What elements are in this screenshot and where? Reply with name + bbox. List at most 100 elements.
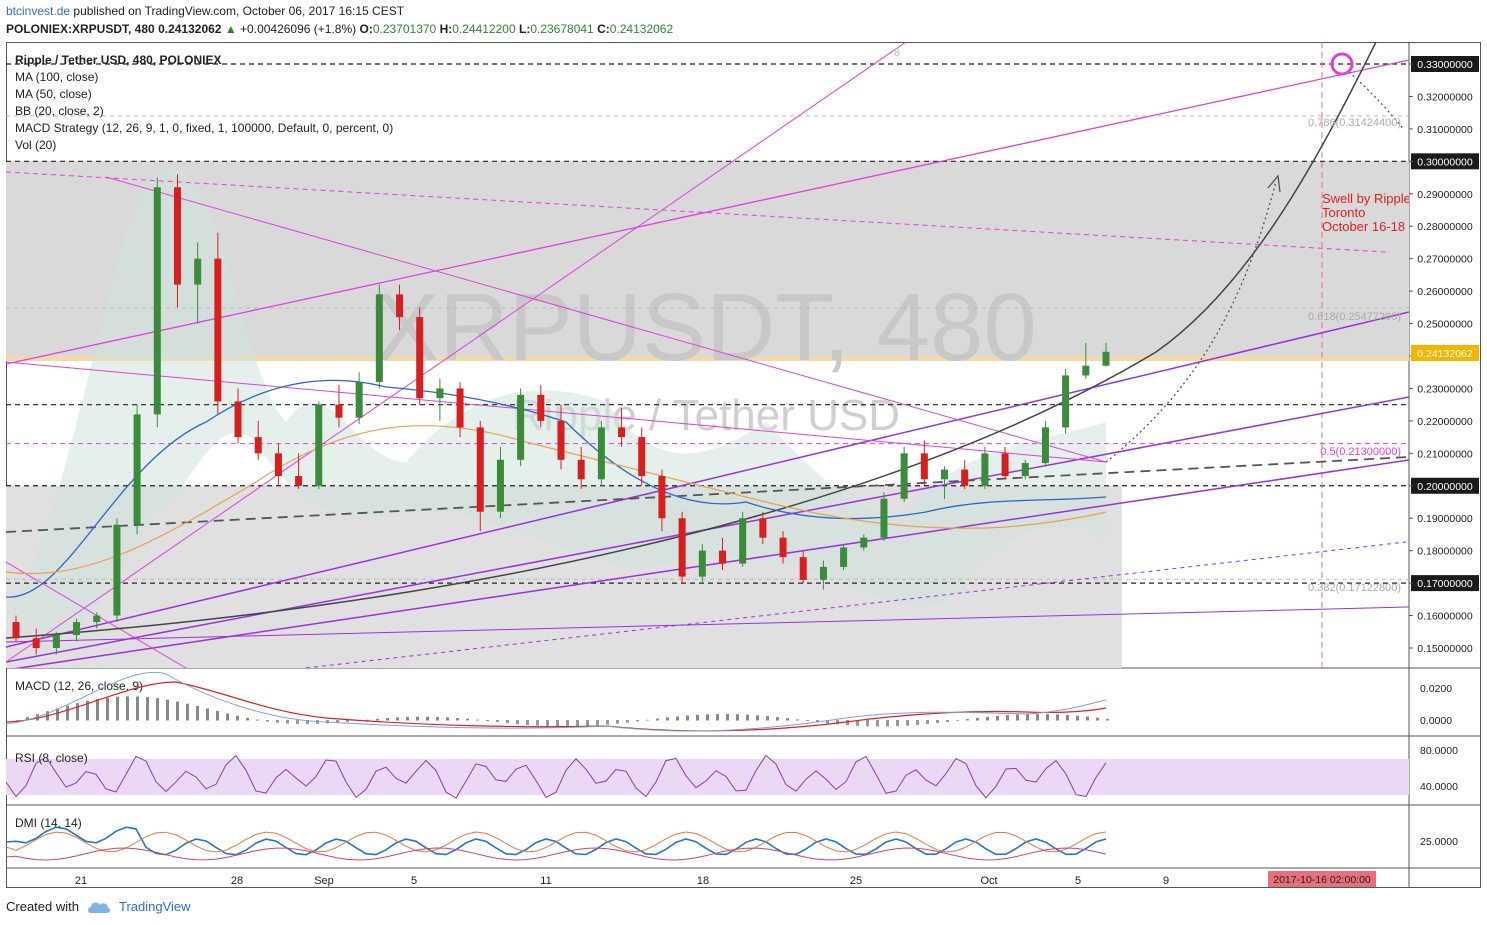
pane-label[interactable]: DMI (14, 14)	[15, 816, 82, 830]
candle[interactable]	[355, 372, 363, 425]
candle[interactable]	[739, 511, 747, 567]
candle-body	[698, 550, 706, 577]
candle[interactable]	[900, 446, 908, 502]
macd-histogram-bar	[996, 715, 999, 721]
candle[interactable]	[819, 560, 827, 590]
macd-histogram-bar	[726, 714, 729, 721]
legend-item[interactable]: BB (20, close, 2)	[15, 104, 104, 118]
candle[interactable]	[173, 174, 181, 308]
descending-trend-line	[105, 176, 1107, 463]
candle[interactable]	[1001, 446, 1009, 480]
candle[interactable]	[880, 492, 888, 541]
candle[interactable]	[577, 446, 585, 490]
pane-label[interactable]: MACD (12, 26, close, 9)	[15, 679, 143, 693]
macd-histogram-bar	[596, 720, 599, 726]
candle[interactable]	[153, 177, 161, 428]
event-title: Swell by Ripple	[1322, 191, 1411, 206]
candle[interactable]	[254, 420, 262, 460]
candle[interactable]	[1062, 368, 1070, 434]
candle[interactable]	[315, 401, 323, 490]
macd-histogram-bar	[866, 720, 869, 727]
macd-histogram-bar	[236, 715, 239, 721]
candle[interactable]	[920, 440, 928, 486]
candle[interactable]	[396, 284, 404, 331]
candle[interactable]	[234, 388, 242, 444]
candle[interactable]	[436, 378, 444, 421]
candle[interactable]	[214, 232, 222, 415]
pane-label[interactable]: RSI (8, close)	[15, 751, 88, 765]
candle[interactable]	[597, 420, 605, 486]
candle[interactable]	[274, 443, 282, 486]
candle[interactable]	[941, 466, 949, 499]
legend-item[interactable]: MA (50, close)	[15, 87, 92, 101]
macd-histogram-bar	[486, 720, 489, 722]
publisher-name[interactable]: btcinvest.de	[6, 4, 71, 18]
candle[interactable]	[618, 407, 626, 447]
candle[interactable]	[456, 381, 464, 438]
current-price-label: 0.24132062	[1417, 348, 1473, 360]
macd-histogram-bar	[16, 720, 19, 721]
legend-item[interactable]: MA (100, close)	[15, 70, 98, 84]
candle[interactable]	[658, 469, 666, 532]
price-chart[interactable]: XRPUSDT, 480 Ripple / Tether USD Ripple …	[5, 42, 1481, 888]
candle[interactable]	[73, 618, 81, 642]
macd-histogram-bar	[26, 717, 29, 721]
candle[interactable]	[416, 307, 424, 405]
legend-item[interactable]: Vol (20)	[15, 138, 56, 152]
candle[interactable]	[779, 531, 787, 564]
symbol-label: POLONIEX:XRPUSDT, 480	[6, 22, 155, 36]
candle[interactable]	[840, 544, 848, 571]
macd-histogram-bar	[626, 720, 629, 723]
candle[interactable]	[718, 537, 726, 571]
candle-body	[456, 388, 464, 428]
macd-histogram-bar	[1106, 718, 1109, 721]
candle[interactable]	[335, 385, 343, 428]
candle[interactable]	[517, 388, 525, 467]
candle[interactable]	[537, 385, 545, 428]
candle[interactable]	[113, 518, 121, 623]
candle[interactable]	[375, 284, 383, 389]
price-tick-label: 0.16000000	[1417, 611, 1473, 623]
candle[interactable]	[496, 446, 504, 519]
candle[interactable]	[12, 615, 20, 642]
legend-item[interactable]: MACD Strategy (12, 26, 9, 1, 0, fixed, 1…	[15, 121, 393, 135]
candle[interactable]	[295, 453, 303, 490]
candle[interactable]	[1041, 420, 1049, 467]
candle[interactable]	[1082, 343, 1090, 379]
candle[interactable]	[1102, 343, 1110, 367]
candle[interactable]	[93, 612, 101, 629]
candle[interactable]	[476, 420, 484, 532]
tradingview-link[interactable]: TradingView	[118, 899, 191, 914]
candle[interactable]	[860, 534, 868, 551]
macd-histogram-bar	[516, 720, 519, 725]
candle[interactable]	[759, 511, 767, 545]
candle[interactable]	[52, 631, 60, 655]
candle[interactable]	[638, 427, 646, 486]
macd-histogram-bar	[616, 720, 619, 724]
candle[interactable]	[961, 459, 969, 490]
candle[interactable]	[32, 628, 40, 655]
candle-body	[819, 566, 827, 580]
symbol-info: POLONIEX:XRPUSDT, 480 0.24132062 ▲ +0.00…	[6, 22, 673, 36]
candle[interactable]	[678, 511, 686, 584]
legend-item[interactable]: Ripple / Tether USD, 480, POLONIEX	[15, 53, 222, 67]
candle[interactable]	[557, 404, 565, 470]
change-arrow-icon: ▲	[224, 22, 237, 36]
macd-histogram-bar	[186, 703, 189, 721]
candle[interactable]	[981, 446, 989, 490]
candle[interactable]	[133, 404, 141, 535]
candle-body	[537, 394, 545, 421]
macd-histogram-bar	[586, 720, 589, 727]
low-value: 0.23678041	[530, 22, 594, 36]
chart-frame	[6, 42, 1481, 888]
chart-area[interactable]: XRPUSDT, 480 Ripple / Tether USD Ripple …	[5, 42, 1481, 888]
candle-body	[416, 317, 424, 399]
candle[interactable]	[1021, 459, 1029, 480]
candle[interactable]	[698, 544, 706, 584]
steep-trend-line	[6, 42, 907, 663]
candle-body	[496, 459, 504, 512]
candle[interactable]	[194, 242, 202, 324]
price-tick-label: 0.23000000	[1417, 383, 1473, 395]
price-tick-label: 0.31000000	[1417, 124, 1473, 136]
candle[interactable]	[799, 550, 807, 584]
